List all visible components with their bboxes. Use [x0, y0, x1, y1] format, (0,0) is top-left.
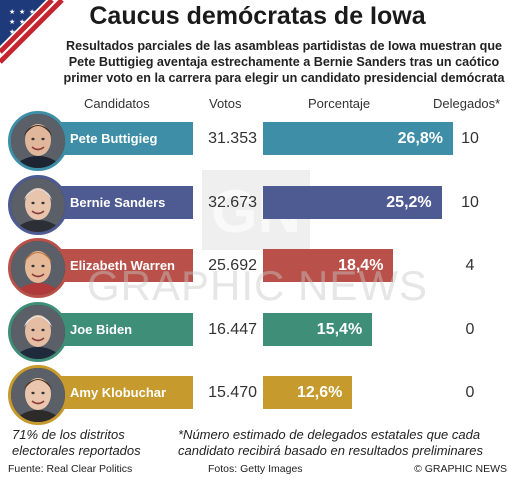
svg-text:★: ★ — [9, 28, 15, 36]
candidate-row: Pete Buttigieg 31.353 26,8% 10 — [0, 108, 515, 172]
column-header-percent: Porcentaje — [308, 96, 371, 111]
candidate-name: Pete Buttigieg — [56, 122, 193, 155]
chart-title: Caucus demócratas de Iowa — [89, 2, 426, 30]
candidate-photo-icon — [8, 174, 68, 235]
reported-note: 71% de los distritos electorales reporta… — [12, 427, 141, 458]
candidate-name: Joe Biden — [56, 312, 193, 346]
candidate-row: Joe Biden 16.447 15,4% 0 — [0, 299, 515, 363]
svg-text:★: ★ — [29, 8, 35, 16]
percent-bar: 15,4% — [263, 312, 373, 346]
candidate-photo-icon — [8, 111, 68, 171]
candidate-name: Bernie Sanders — [56, 185, 193, 219]
candidate-row: Elizabeth Warren 25.692 18,4% 4 — [0, 235, 515, 299]
percent-bar: 12,6% — [263, 376, 353, 409]
svg-text:★: ★ — [19, 18, 25, 26]
candidate-name: Elizabeth Warren — [56, 249, 193, 282]
delegates-value: 10 — [461, 193, 479, 211]
percent-bar: 26,8% — [263, 122, 453, 155]
percent-bar: 25,2% — [263, 185, 442, 219]
votes-value: 15.470 — [208, 384, 257, 401]
percent-bar: 18,4% — [263, 249, 394, 282]
delegates-value: 4 — [465, 257, 475, 274]
candidate-row: Amy Klobuchar 15.470 12,6% 0 — [0, 362, 515, 426]
percent-label: 12,6% — [296, 384, 343, 401]
votes-value: 25.692 — [208, 257, 257, 274]
percent-label: 18,4% — [338, 257, 384, 274]
svg-text:★: ★ — [9, 18, 15, 26]
votes-value: 16.447 — [208, 320, 257, 338]
chart-subtitle: Resultados parciales de las asambleas pa… — [63, 39, 505, 85]
candidate-row: Bernie Sanders 32.673 25,2% 10 — [0, 172, 515, 236]
delegates-value: 10 — [461, 130, 479, 147]
column-header-delegates: Delegados* — [433, 96, 501, 111]
candidate-name: Amy Klobuchar — [56, 376, 193, 409]
svg-text:★: ★ — [19, 8, 25, 16]
delegates-value: 0 — [465, 320, 475, 338]
source-credit: Fuente: Real Clear Politics — [8, 463, 133, 475]
percent-label: 15,4% — [316, 320, 363, 338]
column-header-candidates: Candidatos — [84, 96, 150, 111]
candidate-photo-icon — [8, 238, 68, 298]
photo-credit: Fotos: Getty Images — [208, 463, 303, 475]
delegates-footnote: *Número estimado de delegados estatales … — [178, 427, 483, 458]
candidate-photo-icon — [8, 365, 68, 425]
delegates-value: 0 — [465, 384, 475, 401]
svg-text:★: ★ — [9, 8, 15, 16]
copyright: © GRAPHIC NEWS — [414, 463, 507, 475]
percent-label: 25,2% — [386, 193, 432, 211]
column-header-votes: Votos — [209, 96, 242, 111]
votes-value: 32.673 — [208, 193, 257, 211]
candidate-photo-icon — [8, 301, 68, 362]
percent-label: 26,8% — [397, 130, 443, 147]
us-flag-corner-icon: ★ ★ ★ ★ ★ ★ — [0, 0, 64, 64]
votes-value: 31.353 — [208, 130, 257, 147]
